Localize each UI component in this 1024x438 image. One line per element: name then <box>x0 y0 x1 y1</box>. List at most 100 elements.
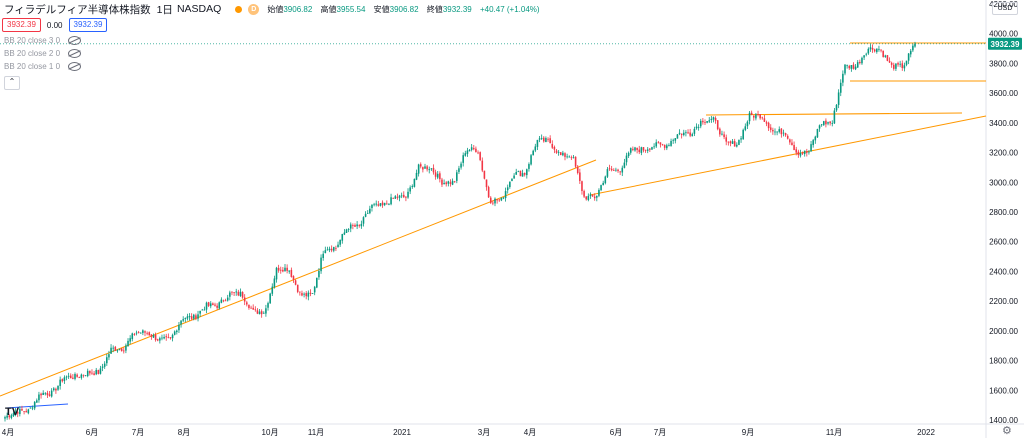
candle-body <box>695 126 698 129</box>
candle-body <box>190 316 193 319</box>
drawing-line-blue[interactable] <box>5 403 69 409</box>
candle-body <box>680 133 683 135</box>
candle-body <box>642 147 645 151</box>
candle-body <box>506 187 509 191</box>
candle-body <box>538 138 541 140</box>
candle-body <box>396 196 399 198</box>
candle-body <box>167 336 170 338</box>
candle-body <box>148 332 151 336</box>
sell-button[interactable]: 3932.39 <box>2 18 41 32</box>
candle-body <box>178 324 180 331</box>
candle-body <box>666 145 668 149</box>
trendline-support-long[interactable] <box>0 159 597 397</box>
data-badge: D <box>248 3 260 15</box>
candle-body <box>576 166 579 174</box>
chevron-up-icon[interactable]: ⌃ <box>4 76 20 90</box>
candle-body <box>644 149 647 151</box>
candle-body <box>180 320 182 325</box>
candle-body <box>156 339 159 341</box>
candle-body <box>209 303 212 307</box>
candle-body <box>345 229 348 233</box>
candle-body <box>392 198 394 199</box>
candle-body <box>129 338 131 342</box>
candle-body <box>899 63 901 65</box>
candle-body <box>509 181 511 188</box>
candle-body <box>585 196 588 200</box>
candle-body <box>52 388 55 391</box>
eye-hidden-icon[interactable] <box>68 36 82 45</box>
x-tick-label: 3月 <box>478 428 490 437</box>
x-tick-label: 7月 <box>654 428 666 437</box>
candle-body <box>80 374 83 378</box>
candle-body <box>464 153 467 156</box>
candle-body <box>468 150 471 152</box>
candle-body <box>655 142 658 147</box>
low-value: 3906.82 <box>389 4 419 14</box>
y-tick-label: 2600.00 <box>989 238 1018 247</box>
high-label: 高値 <box>320 4 337 14</box>
symbol-title[interactable]: フィラデルフィア半導体株指数 <box>4 3 151 16</box>
candle-body <box>16 412 19 414</box>
candle-body <box>366 212 369 214</box>
currency-selector[interactable]: USD <box>992 2 1018 15</box>
candle-body <box>125 345 127 351</box>
candle-body <box>619 171 621 173</box>
candle-body <box>212 303 214 306</box>
low-label: 安値 <box>373 4 390 14</box>
candle-body <box>778 129 781 132</box>
candle-body <box>29 407 32 409</box>
candle-body <box>905 60 908 65</box>
candle-body <box>723 134 725 138</box>
candle-body <box>494 198 496 204</box>
y-tick-label: 2400.00 <box>989 267 1018 276</box>
candle-body <box>305 293 308 297</box>
candle-body <box>903 65 906 69</box>
candle-body <box>772 129 774 132</box>
candle-body <box>687 132 689 134</box>
candle-body <box>422 167 424 170</box>
candle-body <box>878 48 880 50</box>
candle-body <box>752 115 755 118</box>
trendline-support-short[interactable] <box>589 115 987 196</box>
candle-body <box>320 257 322 272</box>
candle-body <box>483 170 486 179</box>
candle-body <box>316 277 318 288</box>
candle-body <box>154 334 157 341</box>
candle-body <box>721 133 723 135</box>
candle-body <box>750 112 753 115</box>
buy-button[interactable]: 3932.39 <box>68 18 108 32</box>
eye-hidden-icon[interactable] <box>68 49 82 58</box>
candle-body <box>48 394 51 396</box>
indicator-legend-bb1[interactable]: BB 20 close 1 0 <box>4 62 82 71</box>
gear-icon[interactable]: ⚙ <box>1002 425 1012 437</box>
candle-body <box>432 167 435 173</box>
candle-body <box>390 197 392 205</box>
ohlc-values: 始値3906.82 高値3955.54 安値3906.82 終値3932.39 … <box>267 4 545 15</box>
tradingview-logo[interactable]: TV <box>5 406 20 418</box>
candle-body <box>451 180 454 185</box>
candle-body <box>897 63 899 65</box>
candle-body <box>615 169 617 171</box>
interval-label[interactable]: 1日 <box>156 3 173 16</box>
eye-hidden-icon[interactable] <box>68 62 82 71</box>
candle-body <box>653 146 655 148</box>
candle-body <box>303 293 305 295</box>
indicator-legend-bb2[interactable]: BB 20 close 2 0 <box>4 49 82 58</box>
candle-body <box>284 267 286 272</box>
candle-body <box>146 332 148 334</box>
candle-body <box>402 194 405 198</box>
candle-body <box>176 330 178 333</box>
candle-body <box>812 140 814 146</box>
candle-body <box>884 55 887 57</box>
candle-body <box>719 128 721 135</box>
candle-body <box>907 53 910 61</box>
candle-body <box>430 168 433 170</box>
candle-body <box>566 156 568 158</box>
candle-body <box>292 276 295 280</box>
indicator-legend-bb3[interactable]: BB 20 close 3 0 <box>4 36 82 45</box>
candle-body <box>808 151 810 153</box>
y-tick-label: 3800.00 <box>989 59 1018 68</box>
candle-body <box>377 204 380 206</box>
